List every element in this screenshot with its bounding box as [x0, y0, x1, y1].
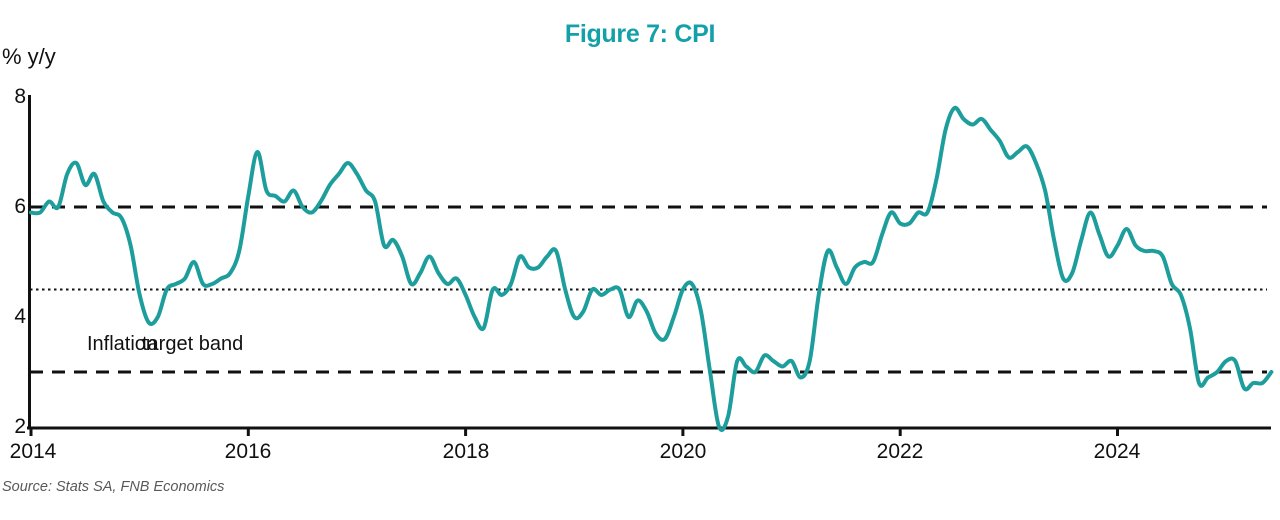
annotation-target-band: target band: [142, 333, 244, 355]
x-tick-label-2016: 2016: [224, 440, 272, 463]
chart-title: Figure 7: CPI: [564, 20, 716, 48]
y-tick-label-2: 2: [14, 415, 26, 438]
y-tick-label-8: 8: [14, 85, 26, 108]
cpi-line: [29, 105, 1274, 432]
y-tick-label-4: 4: [14, 305, 26, 328]
x-tick-label-2022: 2022: [876, 440, 924, 463]
x-tick-label-2014: 2014: [9, 440, 57, 463]
y-axis-unit-label: % y/y: [2, 44, 56, 69]
x-tick-label-2024: 2024: [1093, 440, 1141, 463]
annotation-inflation: Inflation: [87, 333, 158, 355]
source-attribution: Source: Stats SA, FNB Economics: [2, 479, 225, 495]
y-tick-label-6: 6: [14, 195, 26, 218]
x-tick-label-2018: 2018: [442, 440, 490, 463]
x-tick-label-2020: 2020: [659, 440, 707, 463]
